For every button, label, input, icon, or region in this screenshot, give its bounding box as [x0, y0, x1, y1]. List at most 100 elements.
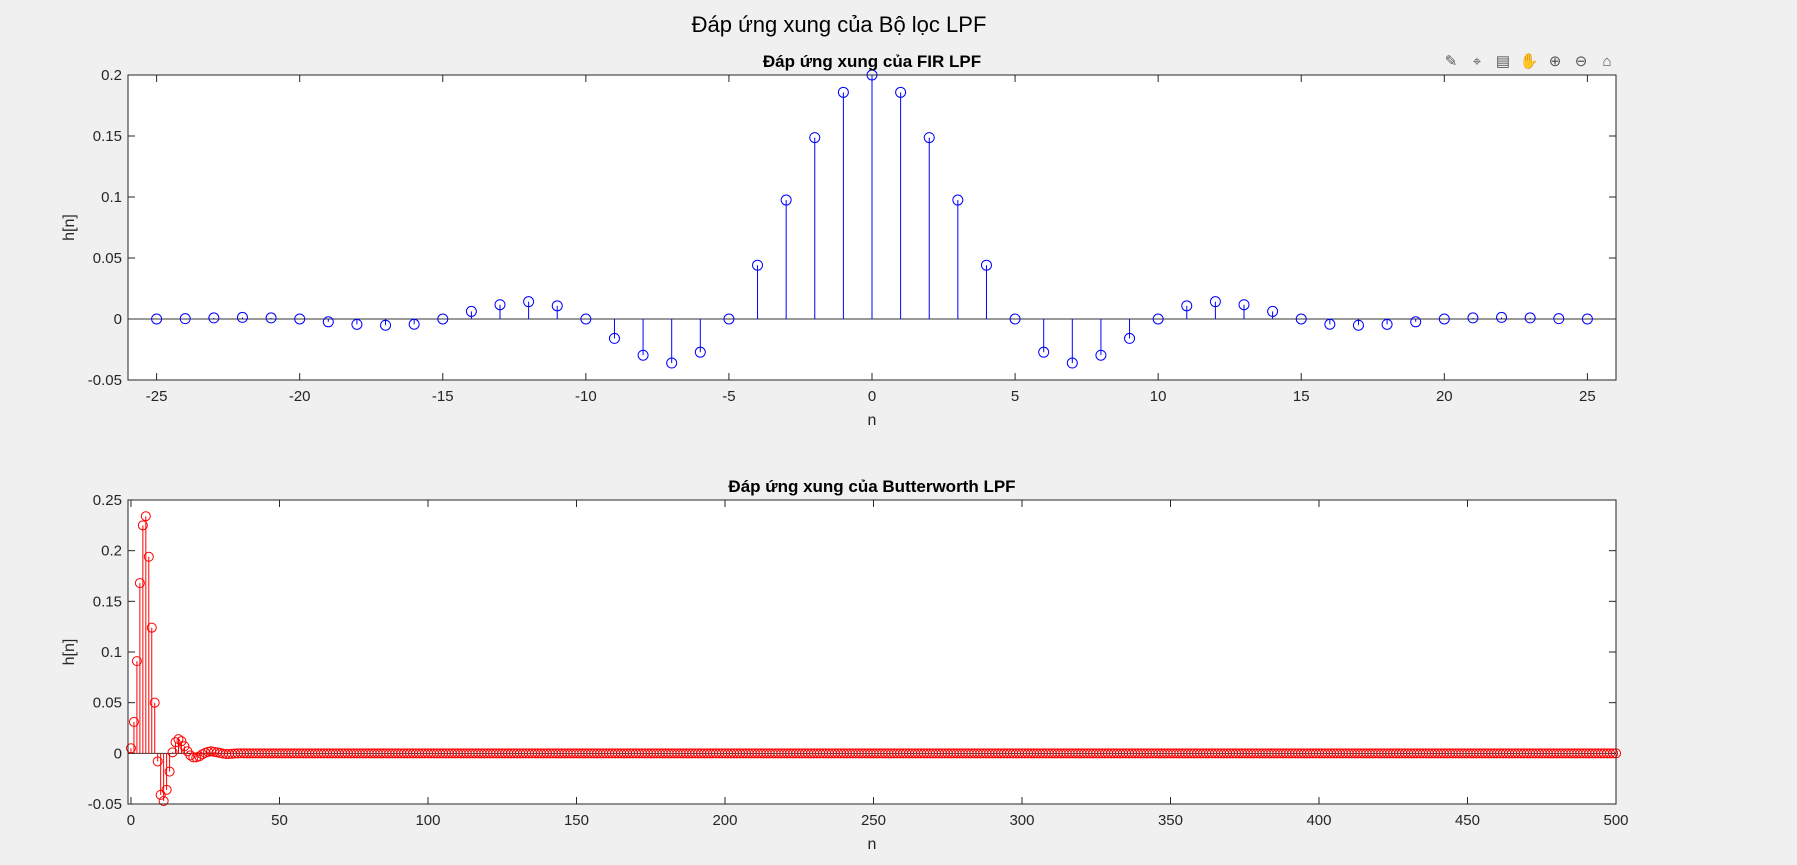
chart-0-marker [265, 312, 277, 324]
chart-0-marker [980, 259, 992, 271]
chart-0-marker [1181, 300, 1193, 312]
axes-toolbar: ✎ ⌖ ▤ ✋ ⊕ ⊖ ⌂ [1440, 50, 1618, 72]
chart-1-marker [146, 622, 157, 633]
chart-0-y-tick-label: 0.05 [93, 250, 122, 267]
chart-1-marker [176, 736, 187, 747]
chart-0-x-tick-label: 10 [1150, 388, 1167, 405]
chart-1-x-tick-label: 200 [712, 812, 737, 829]
chart-0-marker [1410, 316, 1422, 328]
chart-0-marker [551, 300, 563, 312]
chart-0-marker [236, 311, 248, 323]
chart-0-marker [1124, 332, 1136, 344]
chart-0-x-tick-label: 0 [868, 388, 876, 405]
chart-1-marker [125, 743, 136, 754]
chart-1-marker [128, 716, 139, 727]
home-icon[interactable]: ⌂ [1602, 52, 1612, 70]
chart-1-x-tick-label: 350 [1158, 812, 1183, 829]
chart-0-marker [1381, 318, 1393, 330]
chart-0-title: Đáp ứng xung của FIR LPF [763, 52, 981, 71]
chart-0-marker [694, 346, 706, 358]
zoom-out-icon[interactable]: ⊖ [1574, 53, 1588, 70]
chart-0-marker [1209, 296, 1221, 308]
chart-0-x-tick-label: -10 [575, 388, 597, 405]
figure-suptitle: Đáp ứng xung của Bộ lọc LPF [692, 12, 987, 37]
chart-0-marker [437, 313, 449, 325]
chart-1-plot-area [128, 500, 1616, 804]
chart-0-marker [294, 313, 306, 325]
chart-0-marker [1238, 299, 1250, 311]
zoom-in-icon[interactable]: ⊕ [1548, 53, 1562, 70]
chart-0-marker [1496, 311, 1508, 323]
chart-1-marker [194, 751, 205, 762]
chart-0-marker [465, 305, 477, 317]
chart-0-marker [1267, 305, 1279, 317]
chart-0-marker [608, 332, 620, 344]
legend-icon[interactable]: ▤ [1495, 53, 1511, 70]
chart-0-x-tick-label: -5 [722, 388, 735, 405]
chart-0-marker [1295, 313, 1307, 325]
data-tip-icon[interactable]: ⌖ [1472, 52, 1482, 70]
chart-1-ylabel: h[n] [61, 639, 78, 666]
chart-1-y-tick-label: 0.25 [93, 492, 122, 509]
chart-0-y-tick-label: 0 [114, 311, 122, 328]
chart-1-axes-box [127, 499, 1617, 805]
chart-0-marker [1324, 318, 1336, 330]
chart-0-marker [666, 357, 678, 369]
brush-icon[interactable]: ✎ [1444, 53, 1458, 70]
chart-1-marker [140, 511, 151, 522]
chart-0-marker [523, 296, 535, 308]
chart-0-marker [494, 299, 506, 311]
chart-1-x-tick-label: 150 [564, 812, 589, 829]
chart-1-marker [173, 734, 184, 745]
chart-1-marker [155, 789, 166, 800]
chart-1-x-tick-label: 250 [861, 812, 886, 829]
chart-0-marker [1009, 313, 1021, 325]
chart-1-marker [137, 520, 148, 531]
chart-0-marker [923, 132, 935, 144]
chart-1-marker [149, 697, 160, 708]
chart-1-x-tick-label: 0 [127, 812, 135, 829]
chart-0-marker [895, 86, 907, 98]
chart-1-x-tick-label: 450 [1455, 812, 1480, 829]
chart-1-marker [179, 741, 190, 752]
chart-0-y-tick-label: 0.1 [101, 189, 122, 206]
chart-1-marker [152, 756, 163, 767]
chart-1-title: Đáp ứng xung của Butterworth LPF [728, 477, 1015, 496]
chart-1-x-tick-label: 400 [1306, 812, 1331, 829]
chart-0-marker [809, 132, 821, 144]
chart-0-marker [351, 318, 363, 330]
chart-1-y-tick-label: 0.05 [93, 695, 122, 712]
pan-hand-icon[interactable]: ✋ [1519, 53, 1539, 70]
chart-1-marker [188, 752, 199, 763]
chart-0-marker [1581, 313, 1593, 325]
chart-0-marker [151, 313, 163, 325]
fir-lpf-axes[interactable]: -25 -20 -15 -10 -5 0 5 10 15 20 25 -0.05 0 0.05 0.1 0.1… [61, 52, 1617, 429]
chart-0-ylabel: h[n] [61, 214, 78, 241]
chart-1-marker [170, 737, 181, 748]
chart-0-y-tick-label: 0.15 [93, 128, 122, 145]
chart-1-marker [197, 749, 208, 760]
chart-1-marker [1605, 748, 1616, 759]
chart-0-marker [1066, 357, 1078, 369]
chart-1-marker [1608, 748, 1619, 759]
chart-0-marker [408, 318, 420, 330]
chart-0-marker [1524, 312, 1536, 324]
chart-0-marker [179, 313, 191, 325]
chart-0-marker [1438, 313, 1450, 325]
chart-1-marker [161, 784, 172, 795]
chart-0-marker [1553, 313, 1565, 325]
chart-0-marker [837, 86, 849, 98]
chart-1-x-tick-label: 500 [1603, 812, 1628, 829]
butterworth-lpf-axes[interactable]: 0 50 100 150 200 250 300 350 400 450 500 -0.05 0 0.05… [61, 477, 1629, 853]
chart-1-y-tick-label: 0.2 [101, 543, 122, 560]
chart-0-marker [780, 194, 792, 206]
chart-1-x-tick-label: 50 [271, 812, 288, 829]
chart-0-x-tick-label: 25 [1579, 388, 1596, 405]
chart-0-x-tick-label: 20 [1436, 388, 1453, 405]
chart-1-marker [158, 795, 169, 806]
chart-1-marker [143, 551, 154, 562]
chart-0-y-tick-label: -0.05 [88, 372, 122, 389]
chart-0-x-tick-label: 5 [1011, 388, 1019, 405]
chart-1-y-tick-label: 0.1 [101, 644, 122, 661]
